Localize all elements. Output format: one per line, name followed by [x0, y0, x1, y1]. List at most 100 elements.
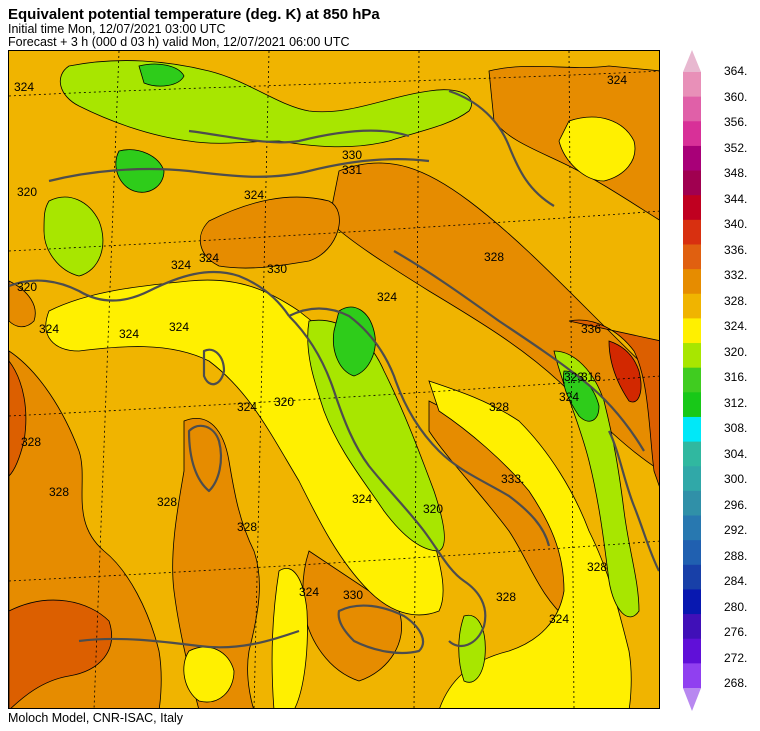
contour-label: 324: [39, 322, 59, 336]
field-316-west-alps: [43, 196, 104, 277]
colorbar-tick-label: 316.: [724, 370, 748, 384]
colorbar-swatch: [683, 638, 701, 664]
field-336-east: [608, 340, 642, 403]
colorbar-tick-label: 320.: [724, 344, 748, 359]
contour-label: 330: [343, 588, 363, 602]
field-312-alps: [115, 149, 165, 193]
colorbar-tick-label: 348.: [724, 166, 748, 180]
field-328-north: [200, 196, 340, 269]
contour-label: 320: [423, 502, 443, 516]
contour-label: 324: [607, 73, 627, 87]
contour-label: 320: [17, 185, 37, 199]
contour-label: 324: [171, 258, 191, 272]
model-credit: Moloch Model, CNR-ISAC, Italy: [8, 711, 184, 725]
colorbar-swatch: [683, 441, 701, 467]
contour-label: 324: [14, 80, 34, 94]
colorbar-tick-label: 292.: [724, 523, 748, 537]
colorbar-swatch: [683, 564, 701, 590]
colorbar-tick-label: 336.: [724, 242, 748, 257]
contour-label: 324: [299, 585, 319, 599]
field-312-north: [138, 63, 185, 87]
colorbar-swatch: [683, 170, 701, 196]
colorbar-tick-label: 300.: [724, 472, 748, 486]
colorbar-swatch: [683, 121, 701, 147]
field-320-south-patch: [183, 646, 235, 703]
contour-label: 328: [157, 495, 177, 509]
colorbar: [683, 50, 701, 711]
colorbar-swatch: [683, 540, 701, 566]
colorbar-swatch: [683, 145, 701, 172]
colorbar-tick-label: 304.: [724, 446, 748, 461]
colorbar-swatch: [683, 72, 701, 98]
colorbar-swatch: [683, 515, 701, 541]
colorbar-tick-label: 296.: [724, 497, 748, 512]
colorbar-tick-label: 356.: [724, 115, 748, 129]
colorbar-tick-label: 288.: [724, 548, 748, 563]
field-332-east: [568, 319, 659, 487]
colorbar-tick-label: 276.: [724, 625, 748, 639]
colorbar-tick-label: 344.: [724, 191, 748, 206]
lat-lon-grid: [9, 51, 659, 708]
contour-label: 324: [169, 320, 189, 334]
field-332-southwest: [9, 599, 112, 708]
colorbar-swatch: [683, 343, 701, 369]
field-316-south-patch: [458, 614, 486, 683]
colorbar-tick-label: 312.: [724, 395, 748, 410]
colorbar-swatch: [683, 293, 701, 319]
theta-e-map: 324 324 330 331 324 324 324 320 320 324 …: [8, 50, 660, 709]
field-316-east-strip: [553, 350, 640, 618]
initial-time-label: Initial time Mon, 12/07/2021 03:00 UTC: [8, 22, 226, 36]
contour-label: 324: [199, 251, 219, 265]
contour-label: 328: [21, 435, 41, 449]
colorbar-swatch: [683, 244, 701, 270]
contour-label: 324: [377, 290, 397, 304]
colorbar-tick-label: 308.: [724, 421, 748, 435]
field-312-adriatic-core: [332, 306, 376, 377]
colorbar-swatch: [683, 663, 701, 689]
contour-label: 328: [49, 485, 69, 499]
forecast-valid-label: Forecast + 3 h (000 d 03 h) valid Mon, 1…: [8, 35, 350, 49]
contour-label: 324: [559, 390, 579, 404]
colorbar-swatch: [683, 195, 701, 221]
colorbar-swatch: [683, 269, 701, 295]
colorbar-tick-label: 332.: [724, 268, 748, 282]
contour-label: 330: [342, 148, 362, 162]
field-320-north-strip: [558, 116, 636, 182]
colorbar-bottom-arrow: [683, 688, 701, 711]
contour-label: 330: [267, 262, 287, 276]
contour-label: 324: [244, 188, 264, 202]
colorbar-tick-label: 324.: [724, 319, 748, 333]
contour-label: 328: [237, 520, 257, 534]
colorbar-swatch: [683, 219, 701, 245]
colorbar-tick-label: 340.: [724, 217, 748, 231]
colorbar-top-arrow: [683, 50, 701, 72]
colorbar-tick-label: 328.: [724, 293, 748, 308]
colorbar-swatch: [683, 589, 701, 615]
contour-label: 328: [587, 560, 607, 574]
colorbar-tick-label: 272.: [724, 650, 748, 665]
contour-label: 320: [274, 395, 294, 409]
chart-title: Equivalent potential temperature (deg. K…: [8, 6, 380, 23]
field-328-central-west: [172, 418, 260, 708]
field-328-west-coast: [9, 280, 36, 328]
colorbar-swatch: [683, 392, 701, 418]
contour-label: 324: [237, 400, 257, 414]
contour-label: 316: [581, 370, 601, 384]
colorbar-swatch: [683, 466, 701, 492]
colorbar-tick-label: 364.: [724, 64, 748, 78]
contour-label: 333.: [501, 472, 524, 486]
colorbar-tick-label: 352.: [724, 140, 748, 155]
colorbar-swatch: [683, 367, 701, 393]
field-320-south-band: [428, 380, 632, 708]
contour-label: 328: [484, 250, 504, 264]
contour-label: 328: [496, 590, 516, 604]
colorbar-tick-label: 360.: [724, 89, 748, 104]
contour-label: 336: [581, 322, 601, 336]
contour-label: 320: [17, 280, 37, 294]
colorbar-tick-label: 268.: [724, 676, 748, 690]
contour-label: 324: [119, 327, 139, 341]
colorbar-swatch: [683, 318, 701, 344]
coastlines: [9, 89, 659, 655]
map-canvas: 324 324 330 331 324 324 324 320 320 324 …: [9, 51, 659, 708]
colorbar-swatch: [683, 490, 701, 517]
